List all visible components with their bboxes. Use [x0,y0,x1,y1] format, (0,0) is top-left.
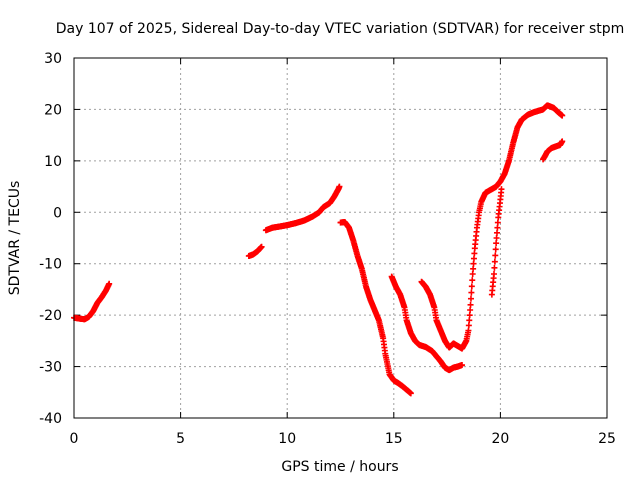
data-point [470,255,477,262]
data-point [470,260,477,267]
y-tick-label: 10 [44,154,62,170]
x-tick-label: 25 [598,431,616,447]
data-point [469,271,476,277]
data-point [493,240,500,247]
chart-title: Day 107 of 2025, Sidereal Day-to-day VTE… [56,21,625,37]
data-point [491,271,498,277]
x-tick-label: 5 [176,431,185,447]
data-point [258,243,265,250]
data-point [469,277,476,284]
data-point [493,229,500,236]
y-tick-label: -40 [39,411,62,427]
data-point [491,264,498,271]
y-tick-label: -20 [39,308,62,324]
data-point [466,312,473,319]
data-point [471,250,478,257]
y-tick-label: -10 [39,257,62,273]
series-arc-6 [418,102,566,352]
data-point [467,307,474,313]
data-point [498,186,505,193]
data-point [559,138,566,145]
series-arc-7 [488,186,505,298]
data-point [470,265,477,272]
data-point [467,301,474,308]
data-point [465,327,472,334]
data-point [492,246,499,253]
x-tick-label: 10 [278,431,296,447]
grid [74,58,607,418]
series-arc-8 [540,138,566,163]
data-point [459,362,466,369]
data-point [407,390,414,397]
series-arc-4 [337,219,414,397]
x-tick-label: 0 [70,431,79,447]
data-point [492,252,499,259]
y-tick-label: -30 [39,360,62,376]
y-tick-label: 30 [44,51,62,67]
y-tick-label: 0 [53,205,62,221]
series-arc-3 [262,183,343,234]
data-point [494,219,501,226]
x-tick-label: 20 [491,431,509,447]
data-point [559,112,566,119]
data-point [468,283,475,290]
data-point [468,289,475,296]
plot-frame [73,57,608,419]
y-axis-label: SDTVAR / TECUs [7,181,23,296]
series-arc-5 [388,273,466,374]
data-point [494,224,501,231]
y-tick-label: 20 [44,102,62,118]
data-point [336,183,343,190]
data-point [467,295,474,302]
x-tick-label: 15 [385,431,403,447]
x-axis-label: GPS time / hours [281,459,398,475]
data-point [466,317,473,324]
data-point [493,235,500,241]
data-points [71,102,566,397]
series-arc-1 [71,280,113,323]
data-point [491,258,498,265]
data-point [465,322,472,329]
data-point [106,280,113,287]
series-arc-2 [245,243,265,259]
